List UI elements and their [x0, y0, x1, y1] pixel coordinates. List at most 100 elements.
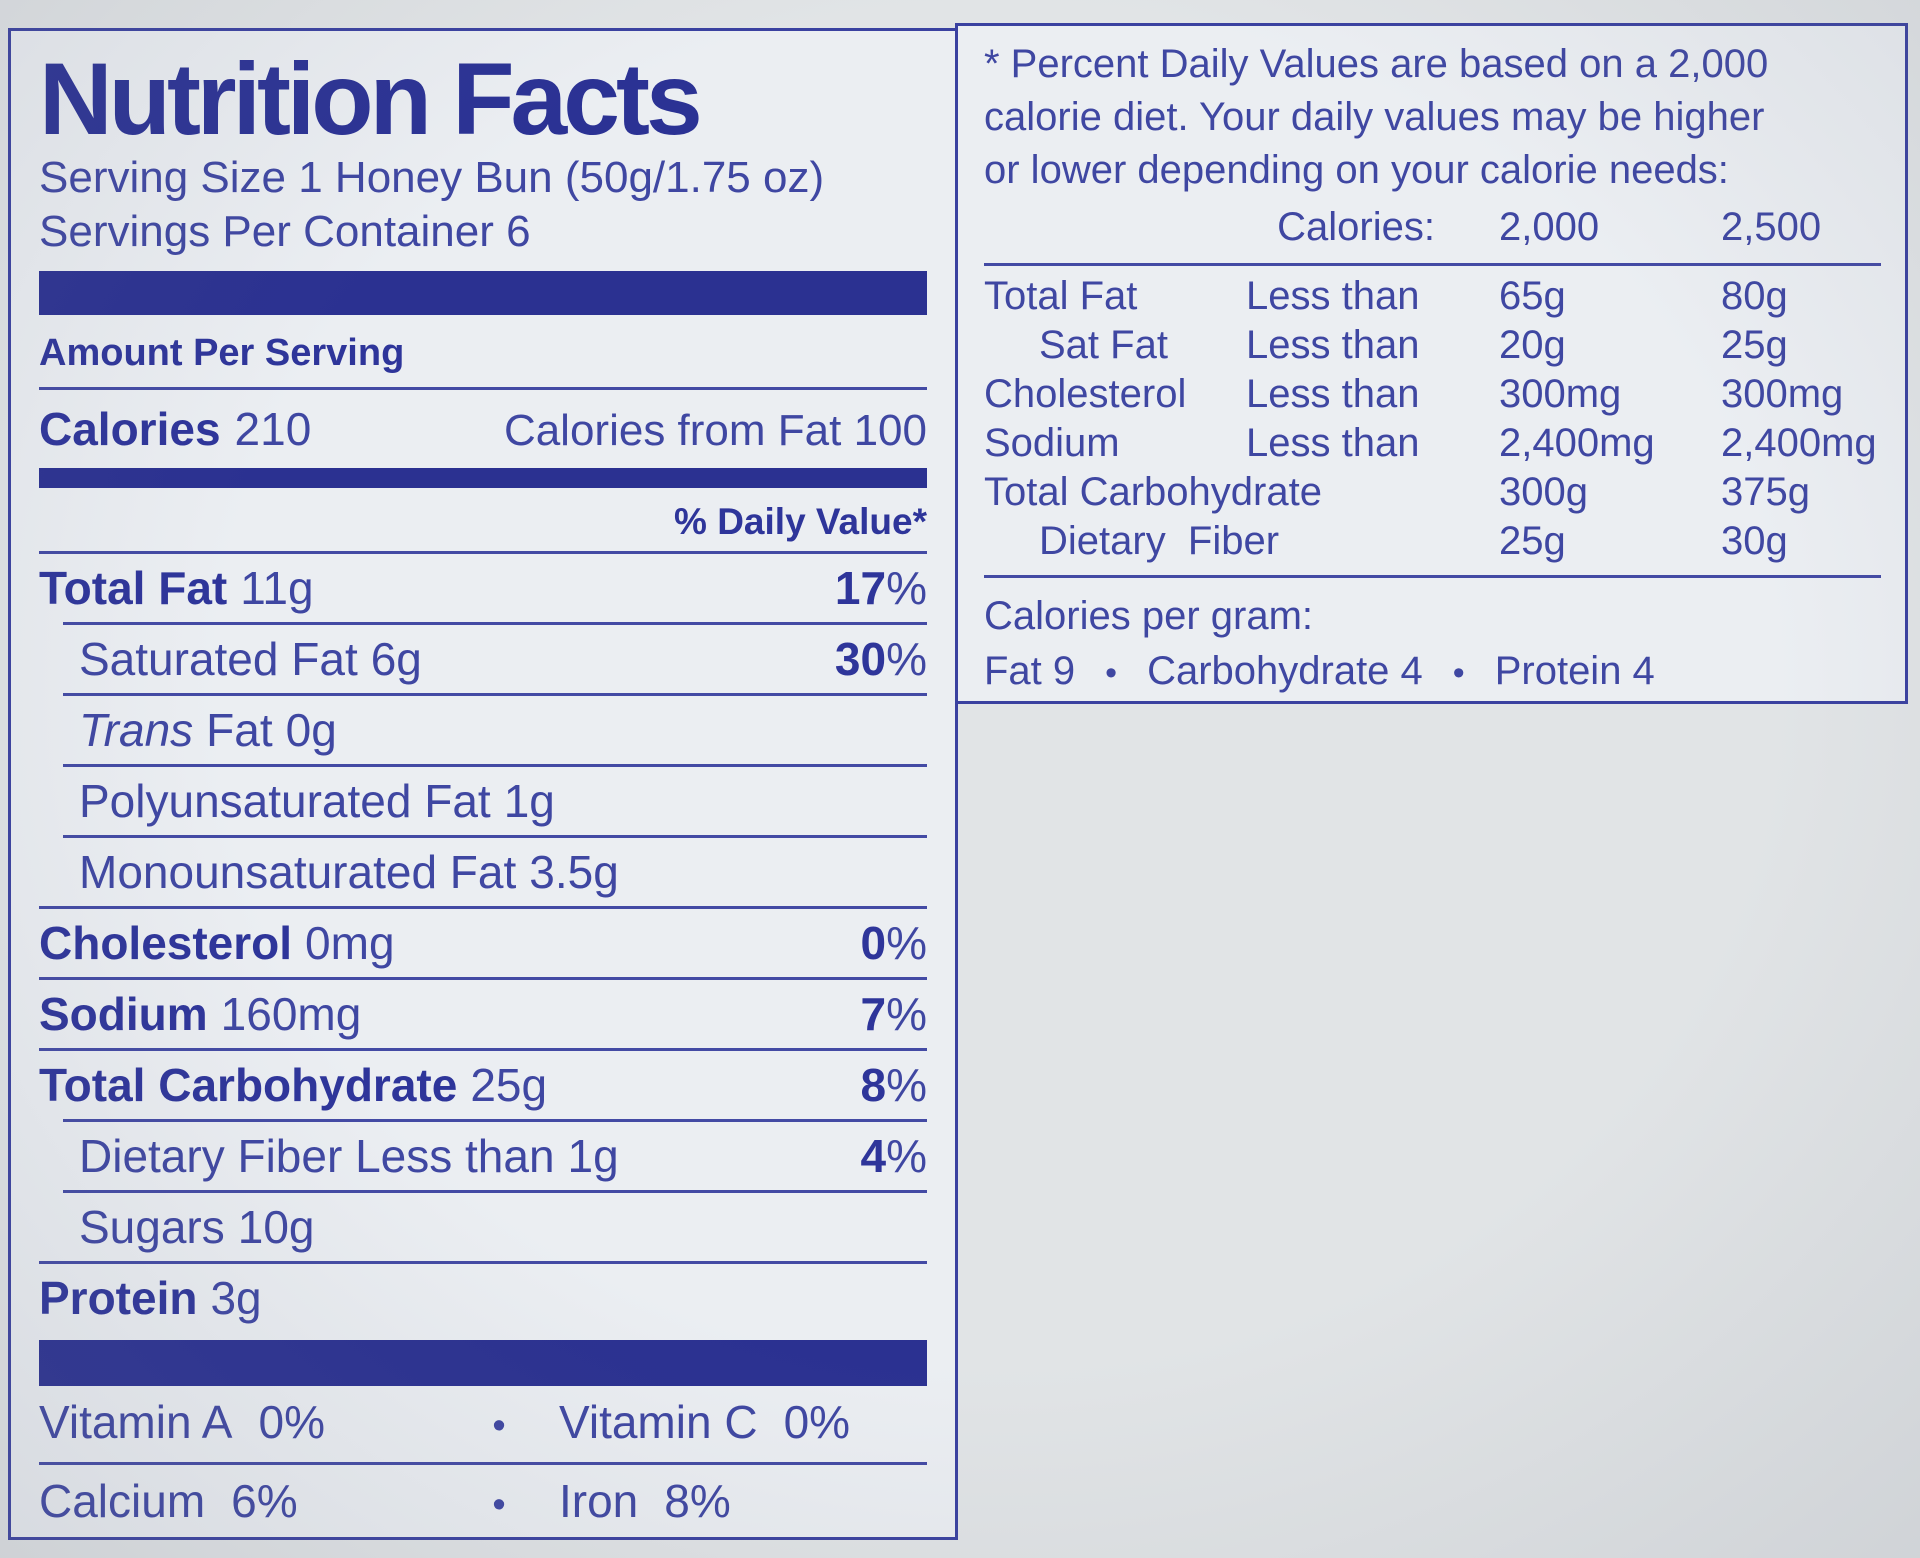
row-value-2500: 80g: [1721, 274, 1788, 318]
vitamin-a-cell: Vitamin A 0%: [39, 1396, 439, 1448]
nutrient-name: Total Carbohydrate: [39, 1059, 458, 1112]
calories-from-fat: Calories from Fat 100: [503, 406, 927, 456]
hairline: [39, 1261, 927, 1265]
daily-values-footnote-panel: * Percent Daily Values are based on a 2,…: [955, 23, 1908, 704]
nutrient-name: Sugars: [79, 1201, 225, 1254]
table-row: Dietary Fiber 25g 30g: [984, 517, 1881, 566]
table-row: Sodium Less than 2,400mg 2,400mg: [984, 419, 1881, 468]
nutrient-amount: 0g: [285, 704, 337, 757]
hairline: [63, 1119, 927, 1123]
nutrient-name: Protein: [39, 1272, 198, 1325]
nutrient-row-polyunsaturated-fat: Polyunsaturated Fat 1g: [39, 767, 927, 835]
nutrient-name: Sodium: [39, 988, 208, 1041]
nutrient-row-trans-fat: Trans Fat 0g: [39, 696, 927, 764]
calories-row: Calories 210 Calories from Fat 100: [39, 390, 927, 468]
row-value-2000: 2,400mg: [1499, 421, 1655, 465]
servings-per-container-line: Servings Per Container 6: [39, 207, 531, 257]
daily-values-table: Total Fat Less than 65g 80g Sat Fat Less…: [984, 272, 1881, 566]
footnote-line: or lower depending on your calorie needs…: [984, 148, 1729, 192]
row-value-2000: 65g: [1499, 274, 1566, 318]
hairline: [39, 906, 927, 910]
nutrient-amount: 3g: [210, 1272, 262, 1325]
row-value-2500: 375g: [1721, 470, 1810, 514]
calories-per-gram-label: Calories per gram:: [984, 594, 1314, 638]
iron-cell: Iron 8%: [559, 1475, 927, 1527]
row-qualifier: Less than: [1246, 372, 1420, 416]
footnote-line: * Percent Daily Values are based on a 2,…: [984, 42, 1769, 86]
bullet-icon: •: [1105, 654, 1118, 692]
nutrient-name: Cholesterol: [39, 917, 293, 970]
nutrient-amount: 11g: [240, 562, 314, 615]
table-row: Cholesterol Less than 300mg 300mg: [984, 370, 1881, 419]
row-qualifier: Less than: [1246, 274, 1420, 318]
row-value-2000: 300g: [1499, 470, 1588, 514]
vitamin-value: 6%: [231, 1475, 298, 1528]
nutrient-name: Fat: [206, 704, 273, 757]
nutrient-row-saturated-fat: Saturated Fat 6g 30%: [39, 625, 927, 693]
hairline: [39, 977, 927, 981]
nutrient-amount: 1g: [503, 775, 555, 828]
percent-sign: %: [886, 633, 927, 686]
cpg-fat: Fat 9: [984, 649, 1076, 693]
row-value-2500: 25g: [1721, 323, 1788, 367]
footnote-line: calorie diet. Your daily values may be h…: [984, 95, 1765, 139]
nutrient-amount: 3.5g: [529, 846, 619, 899]
percent-sign: %: [886, 562, 927, 615]
nutrient-name: Saturated Fat: [79, 633, 358, 686]
nutrient-name-italic: Trans: [79, 704, 194, 757]
vitamin-row-a-c: Vitamin A 0% • Vitamin C 0%: [39, 1386, 927, 1462]
daily-value-header: % Daily Value*: [674, 501, 927, 543]
nutrient-row-sugars: Sugars 10g: [39, 1193, 927, 1261]
nutrient-amount: 1g: [567, 1130, 619, 1183]
vitamin-name: Iron: [559, 1475, 639, 1528]
hairline: [39, 1462, 927, 1466]
row-qualifier: Less than: [1246, 323, 1420, 367]
daily-value-cell: 17%: [834, 562, 927, 615]
row-name: Sat Fat: [1039, 323, 1168, 367]
hairline: [63, 764, 927, 768]
nutrition-facts-panel: Nutrition Facts Serving Size 1 Honey Bun…: [8, 28, 958, 1540]
percent-sign: %: [886, 988, 927, 1041]
calories-value: 210: [234, 403, 312, 456]
nutrition-facts-content: Nutrition Facts Serving Size 1 Honey Bun…: [11, 31, 955, 1541]
column-2500-header: 2,500: [1721, 205, 1822, 249]
row-value-2000: 20g: [1499, 323, 1566, 367]
vitamin-name: Vitamin C: [559, 1396, 758, 1449]
nutrient-amount: 6g: [370, 633, 422, 686]
nutrient-amount: 10g: [237, 1201, 315, 1254]
bullet-icon: •: [492, 1405, 506, 1448]
table-row: Total Carbohydrate 300g 375g: [984, 468, 1881, 517]
row-name: Cholesterol: [984, 372, 1187, 416]
nutrient-name: Dietary Fiber Less than: [79, 1130, 555, 1183]
vitamin-name: Vitamin A: [39, 1396, 233, 1449]
bullet-icon: •: [492, 1484, 506, 1527]
daily-value-cell: 8%: [860, 1059, 928, 1112]
daily-value-cell: 4%: [860, 1130, 928, 1183]
row-qualifier: Less than: [1246, 421, 1420, 465]
row-value-2500: 300mg: [1721, 372, 1844, 416]
row-name: Sodium: [984, 421, 1120, 465]
vitamin-value: 0%: [258, 1396, 325, 1449]
separator-bar-medium: [39, 468, 927, 489]
row-name: Total Fat: [984, 274, 1138, 318]
serving-size-line: Serving Size 1 Honey Bun (50g/1.75 oz): [39, 153, 825, 203]
page-title: Nutrition Facts: [39, 42, 703, 156]
vitamin-row-calcium-iron: Calcium 6% • Iron 8%: [39, 1465, 927, 1541]
daily-value-cell: 30%: [834, 633, 927, 686]
cpg-carbohydrate: Carbohydrate 4: [1147, 649, 1423, 693]
daily-value-cell: 0%: [860, 917, 928, 970]
nutrient-name: Monounsaturated Fat: [79, 846, 517, 899]
nutrient-row-cholesterol: Cholesterol 0mg 0%: [39, 909, 927, 977]
nutrient-row-total-fat: Total Fat 11g 17%: [39, 554, 927, 622]
hairline: [63, 693, 927, 697]
calories-column-header-row: Calories: 2,000 2,500: [984, 201, 1881, 254]
hairline: [39, 387, 927, 391]
nutrient-amount: 25g: [470, 1059, 548, 1112]
row-value-2000: 25g: [1499, 519, 1566, 563]
calories-column-label: Calories:: [1277, 205, 1435, 249]
calcium-cell: Calcium 6%: [39, 1475, 439, 1527]
separator-bar-thick: [39, 1340, 927, 1387]
row-name: Total Carbohydrate: [984, 470, 1322, 514]
nutrient-row-monounsaturated-fat: Monounsaturated Fat 3.5g: [39, 838, 927, 906]
